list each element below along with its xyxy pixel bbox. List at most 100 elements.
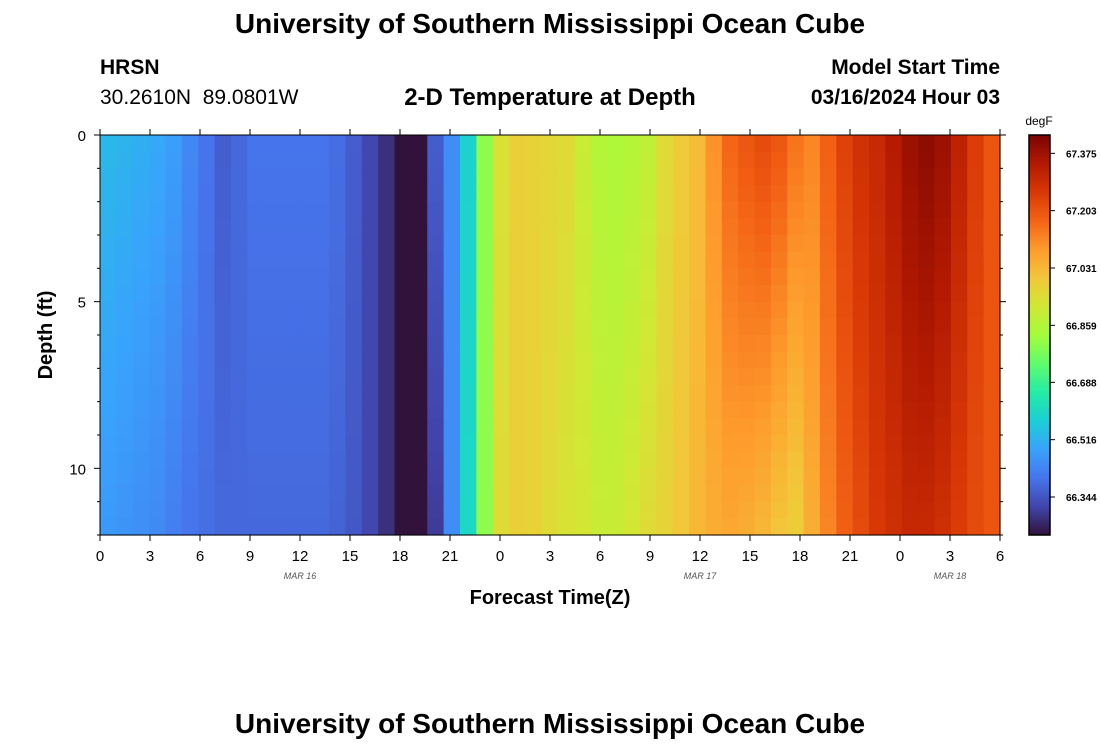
x-tick-label: 6: [596, 548, 604, 565]
heatmap-cell: [181, 168, 199, 186]
heatmap-cell: [427, 401, 445, 419]
heatmap-cell: [787, 468, 805, 486]
heatmap-cell: [525, 451, 543, 469]
heatmap-cell: [967, 268, 985, 286]
heatmap-cell: [574, 135, 592, 153]
heatmap-cell: [558, 251, 576, 269]
heatmap-cell: [116, 201, 134, 219]
y-tick-label: 5: [78, 295, 86, 312]
heatmap-cell: [509, 168, 527, 186]
heatmap-cell: [590, 268, 608, 286]
heatmap-cell: [312, 401, 330, 419]
heatmap-cell: [460, 251, 477, 269]
heatmap-cell: [509, 501, 527, 519]
heatmap-cell: [574, 368, 592, 386]
heatmap-cell: [492, 318, 510, 336]
heatmap-cell: [247, 335, 265, 353]
heatmap-cell: [443, 451, 461, 469]
heatmap-cell: [509, 368, 527, 386]
heatmap-cell: [820, 501, 837, 519]
heatmap-cell: [525, 135, 543, 153]
heatmap-cell: [672, 301, 690, 319]
heatmap-cell: [885, 185, 903, 203]
heatmap-cell: [558, 468, 576, 486]
heatmap-cell: [721, 185, 739, 203]
heatmap-cell: [901, 501, 919, 519]
heatmap-cell: [361, 418, 379, 436]
heatmap-cell: [296, 218, 314, 236]
heatmap-cell: [492, 418, 510, 436]
heatmap-cell: [410, 451, 428, 469]
heatmap-cell: [607, 318, 625, 336]
heatmap-cell: [541, 135, 559, 153]
heatmap-cell: [132, 285, 150, 303]
heatmap-cell: [590, 235, 608, 253]
heatmap-cell: [181, 501, 199, 519]
heatmap-cell: [476, 218, 494, 236]
heatmap-cell: [509, 351, 527, 369]
heatmap-cell: [394, 401, 412, 419]
heatmap-cell: [149, 368, 167, 386]
heatmap-cell: [149, 401, 167, 419]
heatmap-cell: [296, 318, 314, 336]
heatmap-cell: [214, 385, 232, 403]
heatmap-cell: [263, 468, 281, 486]
heatmap-cell: [967, 301, 985, 319]
heatmap-cell: [247, 301, 265, 319]
heatmap-cell: [247, 435, 265, 453]
heatmap-cell: [329, 485, 347, 503]
heatmap-cell: [852, 135, 870, 153]
heatmap-cell: [476, 268, 494, 286]
heatmap-cell: [672, 318, 690, 336]
heatmap-cell: [640, 435, 657, 453]
heatmap-cell: [198, 285, 216, 303]
heatmap-cell: [836, 318, 854, 336]
heatmap-cell: [198, 451, 216, 469]
heatmap-cell: [836, 185, 854, 203]
heatmap-cell: [574, 385, 592, 403]
heatmap-cell: [410, 385, 428, 403]
heatmap-cell: [803, 501, 821, 519]
heatmap-cell: [869, 318, 887, 336]
heatmap-cell: [394, 151, 412, 169]
heatmap-cell: [427, 501, 445, 519]
heatmap-cell: [656, 235, 674, 253]
heatmap-cell: [263, 318, 281, 336]
heatmap-cell: [983, 201, 1001, 219]
heatmap-cell: [770, 468, 788, 486]
heatmap-cell: [296, 418, 314, 436]
heatmap-cell: [181, 301, 199, 319]
heatmap-cell: [394, 201, 412, 219]
heatmap-cell: [181, 435, 199, 453]
heatmap-cell: [296, 468, 314, 486]
heatmap-cell: [427, 335, 445, 353]
heatmap-cell: [132, 385, 150, 403]
heatmap-cell: [509, 385, 527, 403]
heatmap-cell: [934, 368, 952, 386]
heatmap-cell: [214, 201, 232, 219]
heatmap-cell: [329, 418, 347, 436]
heatmap-cell: [345, 251, 363, 269]
heatmap-cell: [541, 451, 559, 469]
colorbar-tick-label: 67.203: [1066, 207, 1097, 218]
heatmap-cell: [689, 151, 707, 169]
heatmap-cell: [983, 168, 1001, 186]
heatmap-cell: [247, 418, 265, 436]
heatmap-cell: [623, 201, 641, 219]
heatmap-cell: [558, 435, 576, 453]
date-label: MAR 16: [284, 571, 317, 581]
heatmap-cell: [329, 251, 347, 269]
heatmap-cell: [934, 168, 952, 186]
heatmap-cell: [296, 485, 314, 503]
heatmap-cell: [198, 301, 216, 319]
heatmap-cell: [541, 151, 559, 169]
heatmap-cell: [607, 218, 625, 236]
heatmap-cell: [410, 268, 428, 286]
heatmap-cell: [181, 401, 199, 419]
heatmap-cell: [460, 435, 477, 453]
heatmap-cell: [296, 351, 314, 369]
heatmap-cell: [149, 135, 167, 153]
heatmap-cell: [787, 251, 805, 269]
heatmap-cell: [640, 201, 657, 219]
heatmap-cell: [443, 201, 461, 219]
